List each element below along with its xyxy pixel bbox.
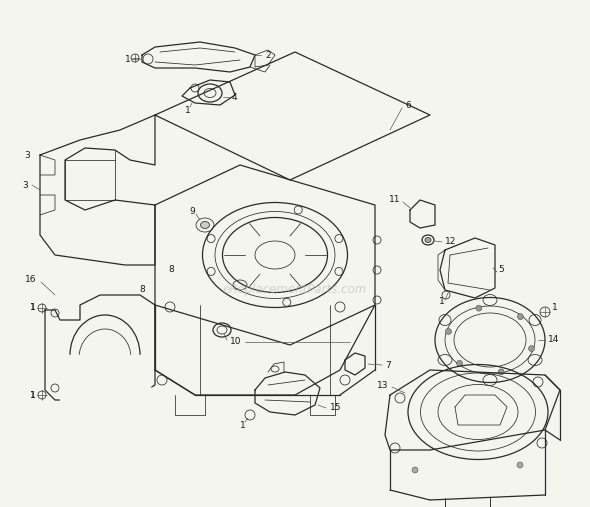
Text: 6: 6: [405, 100, 411, 110]
Circle shape: [457, 360, 463, 367]
Ellipse shape: [425, 237, 431, 242]
Circle shape: [476, 305, 482, 311]
Text: 1: 1: [439, 298, 445, 307]
Text: 12: 12: [445, 237, 457, 246]
Text: 1: 1: [125, 54, 131, 63]
Bar: [60, 355, 150, 405]
Text: 1: 1: [30, 390, 36, 400]
Text: 8: 8: [139, 285, 145, 295]
Circle shape: [445, 329, 451, 335]
Text: 13: 13: [376, 380, 388, 389]
Text: 3: 3: [24, 151, 30, 160]
Text: 10: 10: [230, 338, 241, 346]
Text: 2: 2: [265, 51, 271, 59]
Text: 1: 1: [30, 390, 36, 400]
Text: 1: 1: [240, 420, 246, 429]
Text: 16: 16: [25, 275, 36, 284]
Circle shape: [517, 462, 523, 468]
Text: 15: 15: [330, 404, 342, 413]
Text: 8: 8: [168, 266, 173, 274]
Text: 3: 3: [22, 180, 28, 190]
Text: 7: 7: [385, 360, 391, 370]
Text: 14: 14: [548, 336, 559, 344]
Circle shape: [517, 314, 523, 320]
Text: 5: 5: [498, 266, 504, 274]
Text: eReplacementParts.com: eReplacementParts.com: [223, 283, 367, 297]
Circle shape: [529, 346, 535, 351]
Bar: [60, 358, 150, 398]
Text: 9: 9: [189, 207, 195, 216]
Text: 1: 1: [185, 105, 191, 115]
Circle shape: [412, 467, 418, 473]
Ellipse shape: [201, 222, 209, 229]
Text: 4: 4: [232, 92, 238, 101]
Text: 1: 1: [30, 304, 36, 312]
Circle shape: [498, 369, 504, 375]
Text: 1: 1: [30, 304, 36, 312]
Text: 11: 11: [388, 196, 400, 204]
Text: 1: 1: [552, 304, 558, 312]
